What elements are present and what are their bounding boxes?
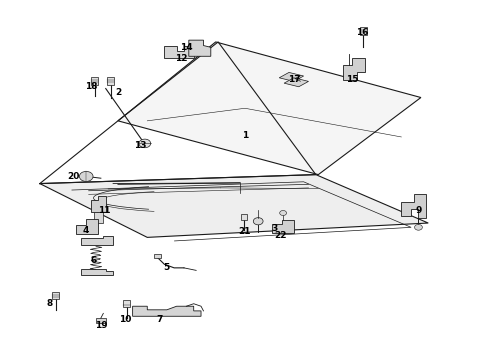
Text: 13: 13 bbox=[134, 141, 146, 150]
Text: 6: 6 bbox=[91, 256, 97, 265]
Circle shape bbox=[415, 225, 422, 230]
Text: 15: 15 bbox=[346, 75, 359, 84]
Text: 11: 11 bbox=[98, 206, 111, 215]
Text: 2: 2 bbox=[115, 87, 121, 96]
Polygon shape bbox=[81, 269, 113, 275]
FancyBboxPatch shape bbox=[107, 77, 114, 85]
Polygon shape bbox=[279, 72, 304, 81]
FancyBboxPatch shape bbox=[123, 300, 130, 307]
Text: 5: 5 bbox=[164, 264, 170, 273]
Text: 9: 9 bbox=[415, 206, 421, 215]
Text: 12: 12 bbox=[175, 54, 188, 63]
Text: 4: 4 bbox=[83, 226, 89, 235]
FancyBboxPatch shape bbox=[52, 292, 59, 299]
Polygon shape bbox=[189, 40, 211, 56]
Circle shape bbox=[253, 218, 263, 225]
Text: 8: 8 bbox=[47, 299, 53, 308]
Circle shape bbox=[79, 171, 93, 181]
Polygon shape bbox=[133, 306, 201, 316]
Polygon shape bbox=[401, 194, 426, 218]
FancyBboxPatch shape bbox=[154, 254, 161, 258]
Polygon shape bbox=[118, 42, 421, 175]
FancyBboxPatch shape bbox=[241, 214, 247, 220]
Polygon shape bbox=[284, 78, 309, 87]
Text: 14: 14 bbox=[180, 43, 193, 52]
Polygon shape bbox=[94, 212, 103, 223]
Polygon shape bbox=[40, 175, 428, 237]
Polygon shape bbox=[164, 45, 194, 58]
Text: 22: 22 bbox=[274, 231, 287, 240]
Polygon shape bbox=[91, 196, 106, 212]
Polygon shape bbox=[272, 220, 294, 233]
Text: 17: 17 bbox=[288, 75, 300, 84]
Circle shape bbox=[280, 211, 287, 216]
Circle shape bbox=[139, 139, 151, 148]
Text: 18: 18 bbox=[85, 82, 98, 91]
Text: 20: 20 bbox=[67, 172, 79, 181]
Text: 1: 1 bbox=[242, 131, 248, 140]
Text: 21: 21 bbox=[238, 228, 250, 237]
Text: 16: 16 bbox=[356, 28, 368, 37]
Text: 19: 19 bbox=[95, 321, 107, 330]
Text: 3: 3 bbox=[271, 224, 277, 233]
FancyBboxPatch shape bbox=[91, 77, 98, 85]
Polygon shape bbox=[96, 318, 106, 323]
Polygon shape bbox=[81, 235, 113, 245]
Polygon shape bbox=[343, 58, 365, 80]
FancyBboxPatch shape bbox=[360, 27, 367, 35]
Text: 10: 10 bbox=[119, 315, 131, 324]
Polygon shape bbox=[76, 220, 98, 234]
Text: 7: 7 bbox=[156, 315, 163, 324]
